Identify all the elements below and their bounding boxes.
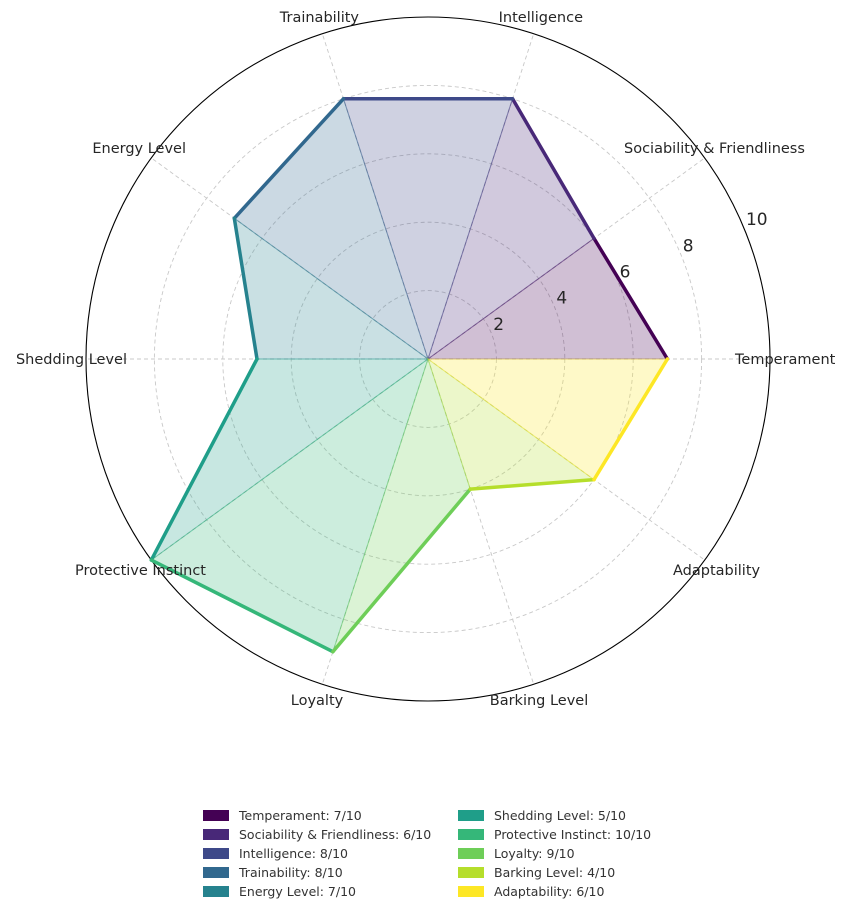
category-label: Energy Level bbox=[92, 141, 186, 157]
legend-item: Protective Instinct: 10/10 bbox=[458, 825, 678, 844]
legend-swatch bbox=[203, 886, 229, 897]
data-wedges bbox=[149, 97, 670, 654]
category-label: Trainability bbox=[279, 10, 360, 26]
legend-swatch bbox=[458, 810, 484, 821]
legend-item: Loyalty: 9/10 bbox=[458, 844, 678, 863]
grid-spoke bbox=[427, 358, 535, 685]
legend-label: Temperament: 7/10 bbox=[239, 808, 362, 823]
radial-tick-labels: 2 4 6 8 10 bbox=[493, 210, 767, 335]
radial-tick-label: 6 bbox=[620, 262, 631, 282]
legend-swatch bbox=[458, 867, 484, 878]
grid-spoke bbox=[321, 358, 429, 685]
legend-label: Sociability & Friendliness: 6/10 bbox=[239, 827, 432, 842]
legend-item: Sociability & Friendliness: 6/10 bbox=[203, 825, 458, 844]
category-labels: Temperament Sociability & Friendliness Int… bbox=[16, 10, 836, 709]
legend-label: Loyalty: 9/10 bbox=[494, 846, 575, 861]
legend-swatch bbox=[458, 848, 484, 859]
legend: Temperament: 7/10 Shedding Level: 5/10 Soc… bbox=[203, 806, 678, 901]
wedge-edge bbox=[592, 357, 670, 482]
legend-label: Adaptability: 6/10 bbox=[494, 884, 605, 899]
legend-item: Energy Level: 7/10 bbox=[203, 882, 458, 901]
category-label: Temperament bbox=[734, 352, 836, 368]
outer-frame bbox=[85, 16, 771, 702]
legend-label: Barking Level: 4/10 bbox=[494, 865, 616, 880]
grid-spoke bbox=[427, 358, 705, 561]
category-label: Adaptability bbox=[673, 563, 761, 579]
radial-tick-label: 10 bbox=[746, 210, 768, 230]
legend-swatch bbox=[458, 886, 484, 897]
legend-label: Protective Instinct: 10/10 bbox=[494, 827, 652, 842]
legend-swatch bbox=[458, 829, 484, 840]
category-label: Loyalty bbox=[291, 693, 344, 709]
legend-item: Barking Level: 4/10 bbox=[458, 863, 678, 882]
legend-swatch bbox=[203, 867, 229, 878]
legend-item: Intelligence: 8/10 bbox=[203, 844, 458, 863]
wedge-edge bbox=[468, 477, 596, 491]
grid-spoke bbox=[151, 358, 429, 561]
wedge-edge bbox=[510, 97, 596, 241]
grid-spoke bbox=[427, 33, 535, 360]
category-label: Protective Instinct bbox=[75, 563, 206, 579]
grid-ring bbox=[359, 290, 497, 428]
legend-label: Intelligence: 8/10 bbox=[239, 846, 348, 861]
legend-label: Trainability: 8/10 bbox=[239, 865, 343, 880]
radial-grid bbox=[85, 16, 771, 702]
category-label: Sociability & Friendliness bbox=[624, 141, 805, 157]
wedge-edge bbox=[232, 97, 346, 221]
wedge-edge bbox=[592, 236, 670, 361]
wedge-edge bbox=[149, 558, 335, 654]
grid-spoke bbox=[151, 157, 429, 360]
legend-item: Temperament: 7/10 bbox=[203, 806, 458, 825]
legend-label: Shedding Level: 5/10 bbox=[494, 808, 626, 823]
category-label: Shedding Level bbox=[16, 352, 127, 368]
radial-tick-label: 4 bbox=[556, 289, 567, 309]
wedge-edge bbox=[149, 357, 259, 562]
wedge-edge bbox=[331, 487, 473, 654]
radial-tick-label: 2 bbox=[493, 315, 504, 335]
legend-label: Energy Level: 7/10 bbox=[239, 884, 356, 899]
legend-swatch bbox=[203, 848, 229, 859]
grid-spoke bbox=[427, 157, 705, 360]
category-label: Barking Level bbox=[490, 693, 589, 709]
legend-swatch bbox=[203, 810, 229, 821]
legend-item: Adaptability: 6/10 bbox=[458, 882, 678, 901]
legend-swatch bbox=[203, 829, 229, 840]
wedge-edge bbox=[232, 216, 259, 361]
grid-spoke bbox=[321, 33, 429, 360]
legend-item: Trainability: 8/10 bbox=[203, 863, 458, 882]
category-label: Intelligence bbox=[499, 10, 583, 26]
radial-tick-label: 8 bbox=[683, 236, 694, 256]
legend-item: Shedding Level: 5/10 bbox=[458, 806, 678, 825]
